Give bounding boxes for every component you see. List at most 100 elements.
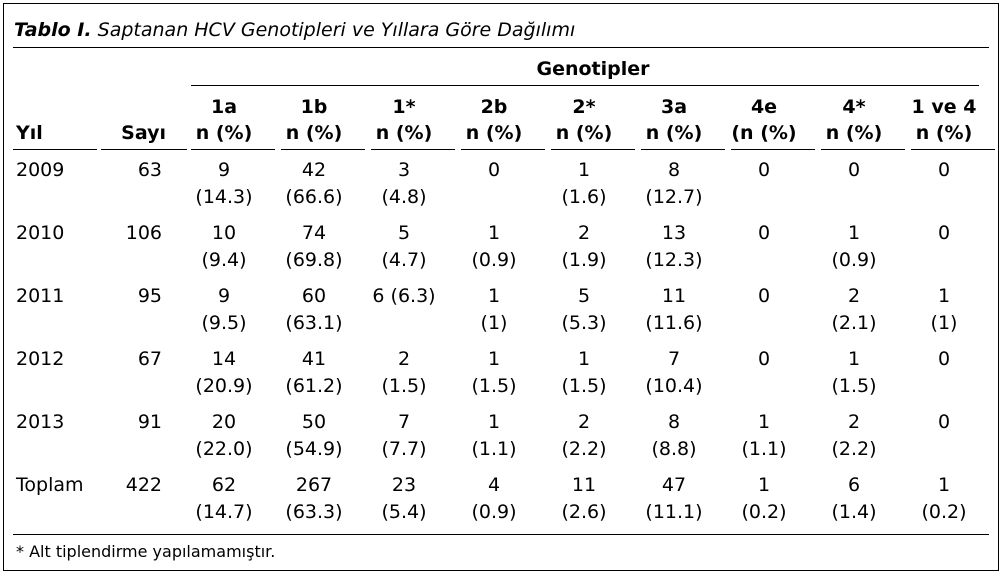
- percent-cell: (66.6): [285, 186, 343, 208]
- value-cell: 0: [757, 285, 771, 307]
- value-cell: 10: [211, 222, 237, 244]
- value-cell: 0: [937, 348, 951, 370]
- genotype-header-rule: [821, 149, 905, 150]
- caption-label: Tablo I.: [14, 19, 92, 41]
- percent-cell: (5.4): [381, 501, 427, 523]
- percent-cell: (1.6): [561, 186, 607, 208]
- group-header: Genotipler: [536, 58, 650, 80]
- genotype-header-rule: [641, 149, 725, 150]
- year-cell: Toplam: [16, 474, 84, 496]
- percent-cell: (54.9): [285, 438, 343, 460]
- percent-cell: (8.8): [651, 438, 697, 460]
- year-header-rule: [13, 149, 97, 150]
- value-cell: 7: [667, 348, 681, 370]
- percent-cell: (7.7): [381, 438, 427, 460]
- genotype-header: 1 ve 4: [911, 96, 977, 118]
- percent-cell: (12.3): [645, 249, 703, 271]
- value-cell: 60: [301, 285, 327, 307]
- percent-cell: (10.4): [645, 375, 703, 397]
- genotype-subheader: n (%): [195, 122, 253, 144]
- value-cell: 5: [397, 222, 411, 244]
- count-cell: 106: [125, 222, 162, 244]
- genotype-header-rule: [191, 149, 275, 150]
- percent-cell: (12.7): [645, 186, 703, 208]
- genotype-header: 4e: [750, 96, 778, 118]
- percent-cell: (69.8): [285, 249, 343, 271]
- value-cell: 20: [211, 411, 237, 433]
- value-cell: 4: [487, 474, 501, 496]
- value-cell: 7: [397, 411, 411, 433]
- value-cell: 0: [847, 159, 861, 181]
- percent-cell: (1.5): [381, 375, 427, 397]
- value-cell: 9: [217, 159, 231, 181]
- value-cell: 3: [397, 159, 411, 181]
- value-cell: 42: [301, 159, 327, 181]
- percent-cell: (4.7): [381, 249, 427, 271]
- percent-cell: (5.3): [561, 312, 607, 334]
- percent-cell: (1.5): [831, 375, 877, 397]
- value-cell: 6: [847, 474, 861, 496]
- value-cell: 1: [577, 159, 591, 181]
- value-cell: 2: [397, 348, 411, 370]
- genotype-header: 4*: [842, 96, 866, 118]
- value-cell: 1: [577, 348, 591, 370]
- percent-cell: (1.9): [561, 249, 607, 271]
- percent-cell: (9.4): [201, 249, 247, 271]
- percent-cell: (61.2): [285, 375, 343, 397]
- table-bottom-rule: [13, 534, 989, 535]
- value-cell: 267: [295, 474, 333, 496]
- value-cell: 2: [577, 411, 591, 433]
- value-cell: 23: [391, 474, 417, 496]
- percent-cell: (0.9): [471, 249, 517, 271]
- value-cell: 1: [937, 285, 951, 307]
- value-cell: 0: [757, 159, 771, 181]
- value-cell: 8: [667, 159, 681, 181]
- value-cell: 0: [487, 159, 501, 181]
- percent-cell: (11.6): [645, 312, 703, 334]
- value-cell: 1: [487, 222, 501, 244]
- percent-cell: (4.8): [381, 186, 427, 208]
- count-cell: 422: [125, 474, 162, 496]
- percent-cell: (1.4): [831, 501, 877, 523]
- percent-cell: (9.5): [201, 312, 247, 334]
- value-cell: 0: [937, 159, 951, 181]
- value-cell: 74: [301, 222, 327, 244]
- value-cell: 1: [937, 474, 951, 496]
- value-cell: 1: [847, 222, 861, 244]
- count-header-rule: [101, 149, 187, 150]
- value-cell: 14: [211, 348, 237, 370]
- value-cell: 1: [757, 474, 771, 496]
- percent-cell: (1.1): [741, 438, 787, 460]
- genotype-header-rule: [731, 149, 815, 150]
- genotype-header-rule: [281, 149, 365, 150]
- table-figure: Tablo I. Saptanan HCV Genotipleri ve Yıl…: [3, 3, 999, 571]
- count-cell: 63: [137, 159, 162, 181]
- value-cell: 0: [937, 411, 951, 433]
- genotype-header: 1*: [392, 96, 416, 118]
- value-cell: 2: [847, 285, 861, 307]
- value-cell: 11: [571, 474, 597, 496]
- year-header: Yıl: [16, 122, 43, 144]
- value-cell: 41: [301, 348, 327, 370]
- percent-cell: (2.1): [831, 312, 877, 334]
- value-cell: 1: [757, 411, 771, 433]
- percent-cell: (14.7): [195, 501, 253, 523]
- value-cell: 0: [757, 222, 771, 244]
- percent-cell: (2.2): [561, 438, 607, 460]
- percent-cell: (1.1): [471, 438, 517, 460]
- value-cell: 2: [577, 222, 591, 244]
- genotype-header-rule: [461, 149, 545, 150]
- count-cell: 91: [137, 411, 162, 433]
- year-cell: 2010: [16, 222, 65, 244]
- value-cell: 9: [217, 285, 231, 307]
- year-cell: 2011: [16, 285, 65, 307]
- genotype-subheader: n (%): [555, 122, 613, 144]
- value-cell: 2: [847, 411, 861, 433]
- value-cell: 8: [667, 411, 681, 433]
- table-caption: Tablo I. Saptanan HCV Genotipleri ve Yıl…: [14, 18, 575, 42]
- percent-cell: (1): [480, 312, 508, 334]
- genotype-header: 2b: [480, 96, 508, 118]
- value-cell: 47: [661, 474, 687, 496]
- percent-cell: (2.2): [831, 438, 877, 460]
- value-cell: 1: [487, 285, 501, 307]
